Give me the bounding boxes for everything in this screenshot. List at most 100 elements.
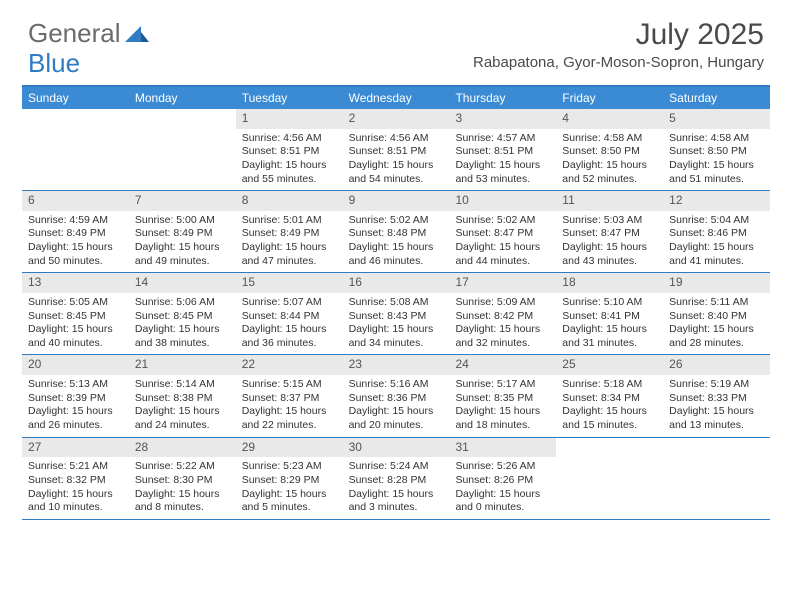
sunrise-text: Sunrise: 4:58 AM <box>562 132 657 146</box>
day-header-sun: Sunday <box>22 87 129 109</box>
daylight-text: Daylight: 15 hours <box>135 323 230 337</box>
sunrise-text: Sunrise: 5:16 AM <box>349 378 444 392</box>
day-details: Sunrise: 5:08 AMSunset: 8:43 PMDaylight:… <box>343 293 450 355</box>
calendar-cell: 17Sunrise: 5:09 AMSunset: 8:42 PMDayligh… <box>449 273 556 354</box>
day-number: 30 <box>343 438 450 458</box>
calendar-cell <box>556 438 663 519</box>
sunrise-text: Sunrise: 5:01 AM <box>242 214 337 228</box>
calendar-cell: 28Sunrise: 5:22 AMSunset: 8:30 PMDayligh… <box>129 438 236 519</box>
daylight-text: and 50 minutes. <box>28 255 123 269</box>
daylight-text: Daylight: 15 hours <box>28 241 123 255</box>
day-number: 2 <box>343 109 450 129</box>
sunrise-text: Sunrise: 5:08 AM <box>349 296 444 310</box>
daylight-text: and 10 minutes. <box>28 501 123 515</box>
daylight-text: and 44 minutes. <box>455 255 550 269</box>
week-row: 1Sunrise: 4:56 AMSunset: 8:51 PMDaylight… <box>22 109 770 191</box>
daylight-text: Daylight: 15 hours <box>455 323 550 337</box>
day-number: 1 <box>236 109 343 129</box>
day-number: 9 <box>343 191 450 211</box>
calendar-cell: 29Sunrise: 5:23 AMSunset: 8:29 PMDayligh… <box>236 438 343 519</box>
calendar-cell: 5Sunrise: 4:58 AMSunset: 8:50 PMDaylight… <box>663 109 770 190</box>
calendar-cell: 27Sunrise: 5:21 AMSunset: 8:32 PMDayligh… <box>22 438 129 519</box>
day-details: Sunrise: 5:17 AMSunset: 8:35 PMDaylight:… <box>449 375 556 437</box>
daylight-text: and 15 minutes. <box>562 419 657 433</box>
calendar-cell: 20Sunrise: 5:13 AMSunset: 8:39 PMDayligh… <box>22 355 129 436</box>
day-number: 11 <box>556 191 663 211</box>
sunrise-text: Sunrise: 5:00 AM <box>135 214 230 228</box>
day-number: 13 <box>22 273 129 293</box>
sunrise-text: Sunrise: 5:09 AM <box>455 296 550 310</box>
day-details: Sunrise: 4:59 AMSunset: 8:49 PMDaylight:… <box>22 211 129 273</box>
calendar-cell: 3Sunrise: 4:57 AMSunset: 8:51 PMDaylight… <box>449 109 556 190</box>
day-number: 5 <box>663 109 770 129</box>
day-number: 14 <box>129 273 236 293</box>
daylight-text: and 18 minutes. <box>455 419 550 433</box>
calendar-cell: 21Sunrise: 5:14 AMSunset: 8:38 PMDayligh… <box>129 355 236 436</box>
page-title: July 2025 <box>473 18 764 52</box>
daylight-text: and 52 minutes. <box>562 173 657 187</box>
day-header-mon: Monday <box>129 87 236 109</box>
sunset-text: Sunset: 8:41 PM <box>562 310 657 324</box>
daylight-text: Daylight: 15 hours <box>349 488 444 502</box>
sunset-text: Sunset: 8:29 PM <box>242 474 337 488</box>
sunset-text: Sunset: 8:33 PM <box>669 392 764 406</box>
calendar-cell: 11Sunrise: 5:03 AMSunset: 8:47 PMDayligh… <box>556 191 663 272</box>
calendar-cell: 15Sunrise: 5:07 AMSunset: 8:44 PMDayligh… <box>236 273 343 354</box>
daylight-text: Daylight: 15 hours <box>135 241 230 255</box>
sunrise-text: Sunrise: 5:02 AM <box>349 214 444 228</box>
day-number: 16 <box>343 273 450 293</box>
calendar-cell <box>129 109 236 190</box>
daylight-text: Daylight: 15 hours <box>562 241 657 255</box>
daylight-text: Daylight: 15 hours <box>135 405 230 419</box>
calendar-cell: 25Sunrise: 5:18 AMSunset: 8:34 PMDayligh… <box>556 355 663 436</box>
sunrise-text: Sunrise: 5:26 AM <box>455 460 550 474</box>
sunrise-text: Sunrise: 4:57 AM <box>455 132 550 146</box>
daylight-text: Daylight: 15 hours <box>349 241 444 255</box>
sunset-text: Sunset: 8:30 PM <box>135 474 230 488</box>
sunrise-text: Sunrise: 5:23 AM <box>242 460 337 474</box>
daylight-text: Daylight: 15 hours <box>455 488 550 502</box>
sunrise-text: Sunrise: 5:21 AM <box>28 460 123 474</box>
day-header-sat: Saturday <box>663 87 770 109</box>
daylight-text: Daylight: 15 hours <box>242 159 337 173</box>
day-details: Sunrise: 5:26 AMSunset: 8:26 PMDaylight:… <box>449 457 556 519</box>
daylight-text: and 43 minutes. <box>562 255 657 269</box>
sunset-text: Sunset: 8:51 PM <box>455 145 550 159</box>
daylight-text: and 24 minutes. <box>135 419 230 433</box>
day-details: Sunrise: 5:05 AMSunset: 8:45 PMDaylight:… <box>22 293 129 355</box>
sunrise-text: Sunrise: 5:14 AM <box>135 378 230 392</box>
sunset-text: Sunset: 8:49 PM <box>28 227 123 241</box>
day-number: 17 <box>449 273 556 293</box>
calendar-cell: 16Sunrise: 5:08 AMSunset: 8:43 PMDayligh… <box>343 273 450 354</box>
sunset-text: Sunset: 8:45 PM <box>28 310 123 324</box>
week-row: 20Sunrise: 5:13 AMSunset: 8:39 PMDayligh… <box>22 355 770 437</box>
day-details: Sunrise: 5:03 AMSunset: 8:47 PMDaylight:… <box>556 211 663 273</box>
daylight-text: and 47 minutes. <box>242 255 337 269</box>
day-details: Sunrise: 5:15 AMSunset: 8:37 PMDaylight:… <box>236 375 343 437</box>
day-details: Sunrise: 5:19 AMSunset: 8:33 PMDaylight:… <box>663 375 770 437</box>
sunrise-text: Sunrise: 5:24 AM <box>349 460 444 474</box>
daylight-text: Daylight: 15 hours <box>455 241 550 255</box>
day-number: 31 <box>449 438 556 458</box>
day-number: 25 <box>556 355 663 375</box>
sunrise-text: Sunrise: 5:13 AM <box>28 378 123 392</box>
daylight-text: and 8 minutes. <box>135 501 230 515</box>
daylight-text: Daylight: 15 hours <box>28 488 123 502</box>
sunset-text: Sunset: 8:49 PM <box>242 227 337 241</box>
sunrise-text: Sunrise: 5:10 AM <box>562 296 657 310</box>
day-number: 28 <box>129 438 236 458</box>
sunrise-text: Sunrise: 5:04 AM <box>669 214 764 228</box>
daylight-text: and 31 minutes. <box>562 337 657 351</box>
calendar-cell: 7Sunrise: 5:00 AMSunset: 8:49 PMDaylight… <box>129 191 236 272</box>
daylight-text: and 34 minutes. <box>349 337 444 351</box>
logo-triangle-icon <box>125 24 149 44</box>
day-number: 23 <box>343 355 450 375</box>
sunrise-text: Sunrise: 5:17 AM <box>455 378 550 392</box>
day-number: 7 <box>129 191 236 211</box>
sunset-text: Sunset: 8:28 PM <box>349 474 444 488</box>
sunset-text: Sunset: 8:32 PM <box>28 474 123 488</box>
calendar-cell <box>663 438 770 519</box>
week-row: 6Sunrise: 4:59 AMSunset: 8:49 PMDaylight… <box>22 191 770 273</box>
day-details: Sunrise: 5:24 AMSunset: 8:28 PMDaylight:… <box>343 457 450 519</box>
day-details: Sunrise: 4:58 AMSunset: 8:50 PMDaylight:… <box>663 129 770 191</box>
